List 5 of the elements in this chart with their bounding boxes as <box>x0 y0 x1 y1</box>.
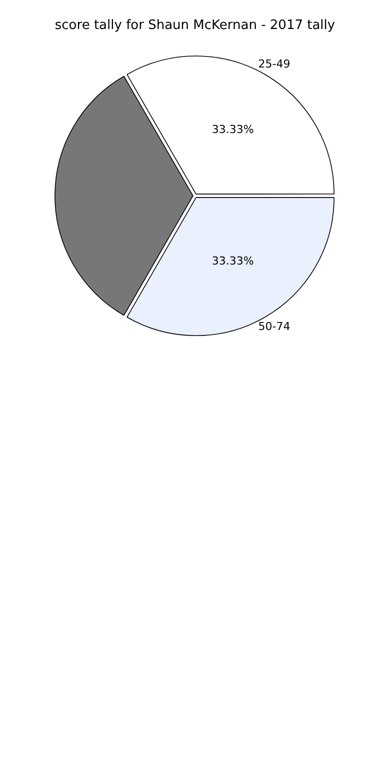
slice-label: 25-49 <box>258 57 290 70</box>
slice-label: 50-74 <box>258 320 290 333</box>
data-label: 33.33% <box>212 123 254 136</box>
chart-title: score tally for Shaun McKernan - 2017 tally <box>54 18 336 34</box>
data-label: 33.33% <box>212 254 254 268</box>
